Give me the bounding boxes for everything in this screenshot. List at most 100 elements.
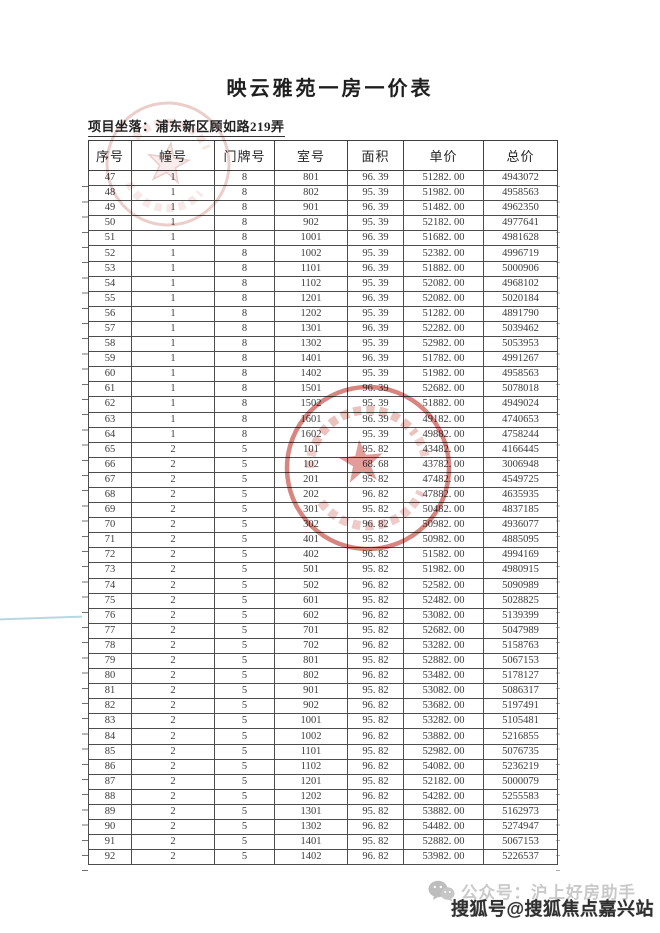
- column-header: 总价: [483, 140, 558, 171]
- table-cell: 95. 82: [347, 773, 404, 790]
- table-cell: 51582. 00: [403, 547, 484, 564]
- table-cell: 4991267: [483, 351, 558, 368]
- table-cell: 1: [131, 185, 215, 202]
- table-cell: 2: [131, 849, 215, 866]
- table-cell: 5105481: [483, 713, 558, 730]
- price-table: 序号 幢号 门牌号 室号 面积 单价 总价 47 1 8 801 96. 39 51282. 00 49…: [88, 140, 558, 866]
- table-cell: 8: [214, 185, 275, 202]
- table-cell: 58: [88, 336, 132, 353]
- table-cell: 901: [274, 683, 348, 700]
- table-cell: 52382. 00: [403, 245, 484, 262]
- table-cell: 5: [214, 788, 275, 805]
- table-cell: 5216855: [483, 728, 558, 745]
- scan-row-tick-marks-right: [556, 172, 560, 871]
- table-cell: 51682. 00: [403, 230, 484, 247]
- table-cell: 49: [88, 200, 132, 217]
- table-cell: 83: [88, 713, 132, 730]
- table-cell: 4936077: [483, 517, 558, 534]
- table-cell: 5067153: [483, 652, 558, 670]
- table-cell: 1401: [274, 834, 348, 851]
- table-cell: 4885095: [483, 532, 558, 549]
- table-cell: 51982. 00: [403, 562, 484, 579]
- table-cell: 95. 82: [347, 683, 404, 700]
- table-cell: 95. 82: [347, 803, 404, 821]
- table-row: 79 2 5 801 95. 82 52882. 00 5067153: [88, 652, 558, 670]
- table-cell: 4837185: [483, 502, 558, 519]
- table-cell: 5: [214, 517, 275, 534]
- table-cell: 50982. 00: [403, 517, 484, 534]
- table-cell: 88: [88, 788, 132, 805]
- table-cell: 59: [88, 351, 132, 368]
- column-header: 幢号: [131, 140, 215, 171]
- table-cell: 51982. 00: [403, 366, 484, 383]
- table-cell: 2: [131, 683, 215, 700]
- table-cell: 64: [88, 426, 132, 443]
- table-cell: 4958563: [483, 185, 558, 202]
- table-row: 80 2 5 802 96. 82 53482. 00 5178127: [88, 668, 558, 685]
- table-cell: 4166445: [483, 441, 558, 458]
- table-cell: 95. 39: [347, 396, 404, 413]
- table-cell: 87: [88, 773, 132, 790]
- table-cell: 85: [88, 743, 132, 760]
- table-cell: 95. 82: [347, 652, 404, 670]
- table-row: 47 1 8 801 96. 39 51282. 00 4943072: [88, 169, 558, 187]
- table-cell: 96. 39: [347, 260, 404, 277]
- table-cell: 5: [214, 713, 275, 730]
- table-cell: 5020184: [483, 290, 558, 307]
- table-cell: 95. 82: [347, 471, 404, 488]
- table-row: 61 1 8 1501 96. 39 52682. 00 5078018: [88, 381, 558, 398]
- table-cell: 5: [214, 668, 275, 685]
- table-cell: 4994169: [483, 547, 558, 564]
- table-cell: 8: [214, 381, 275, 398]
- table-cell: 4977641: [483, 215, 558, 232]
- table-cell: 51282. 00: [403, 169, 484, 187]
- table-cell: 51282. 00: [403, 305, 484, 322]
- table-cell: 80: [88, 668, 132, 685]
- table-row: 85 2 5 1101 95. 82 52982. 00 5076735: [88, 743, 558, 760]
- table-row: 86 2 5 1102 96. 82 54082. 00 5236219: [88, 758, 558, 775]
- table-cell: 96. 39: [347, 351, 404, 368]
- table-cell: 92: [88, 849, 132, 866]
- table-cell: 2: [131, 486, 215, 504]
- table-cell: 2: [131, 698, 215, 715]
- wechat-icon: [428, 880, 455, 902]
- table-cell: 102: [274, 456, 348, 473]
- table-cell: 95. 82: [347, 713, 404, 730]
- table-cell: 5: [214, 547, 275, 564]
- wechat-watermark-text: 公众号：沪上好房助手: [461, 884, 636, 902]
- table-cell: 1: [131, 305, 215, 322]
- table-cell: 2: [131, 819, 215, 836]
- table-cell: 5139399: [483, 607, 558, 624]
- table-cell: 5: [214, 441, 275, 458]
- table-cell: 70: [88, 517, 132, 534]
- table-cell: 48: [88, 185, 132, 202]
- table-cell: 51982. 00: [403, 185, 484, 202]
- table-cell: 8: [214, 169, 275, 187]
- table-cell: 2: [131, 728, 215, 745]
- page-title: 映云雅苑一房一价表: [226, 78, 434, 100]
- table-row: 74 2 5 502 96. 82 52582. 00 5090989: [88, 577, 558, 594]
- table-cell: 5: [214, 622, 275, 639]
- table-cell: 1402: [274, 849, 348, 866]
- table-cell: 52182. 00: [403, 215, 484, 232]
- table-cell: 52: [88, 245, 132, 262]
- table-cell: 52482. 00: [403, 592, 484, 609]
- table-cell: 5: [214, 834, 275, 851]
- table-cell: 1601: [274, 411, 348, 428]
- table-cell: 4958563: [483, 366, 558, 383]
- blue-scan-artifact-line: [0, 615, 83, 621]
- table-cell: 90: [88, 819, 132, 836]
- table-cell: 1: [131, 275, 215, 292]
- table-cell: 802: [274, 668, 348, 685]
- table-cell: 4943072: [483, 169, 558, 187]
- column-header: 室号: [274, 140, 348, 171]
- table-cell: 52982. 00: [403, 743, 484, 760]
- table-cell: 53082. 00: [403, 683, 484, 700]
- table-row: 87 2 5 1201 95. 82 52182. 00 5000079: [88, 773, 558, 790]
- table-row: 70 2 5 302 96. 82 50982. 00 4936077: [88, 517, 558, 534]
- table-cell: 72: [88, 547, 132, 564]
- table-cell: 73: [88, 562, 132, 579]
- table-cell: 5039462: [483, 320, 558, 338]
- table-cell: 52682. 00: [403, 381, 484, 398]
- table-cell: 96. 82: [347, 758, 404, 775]
